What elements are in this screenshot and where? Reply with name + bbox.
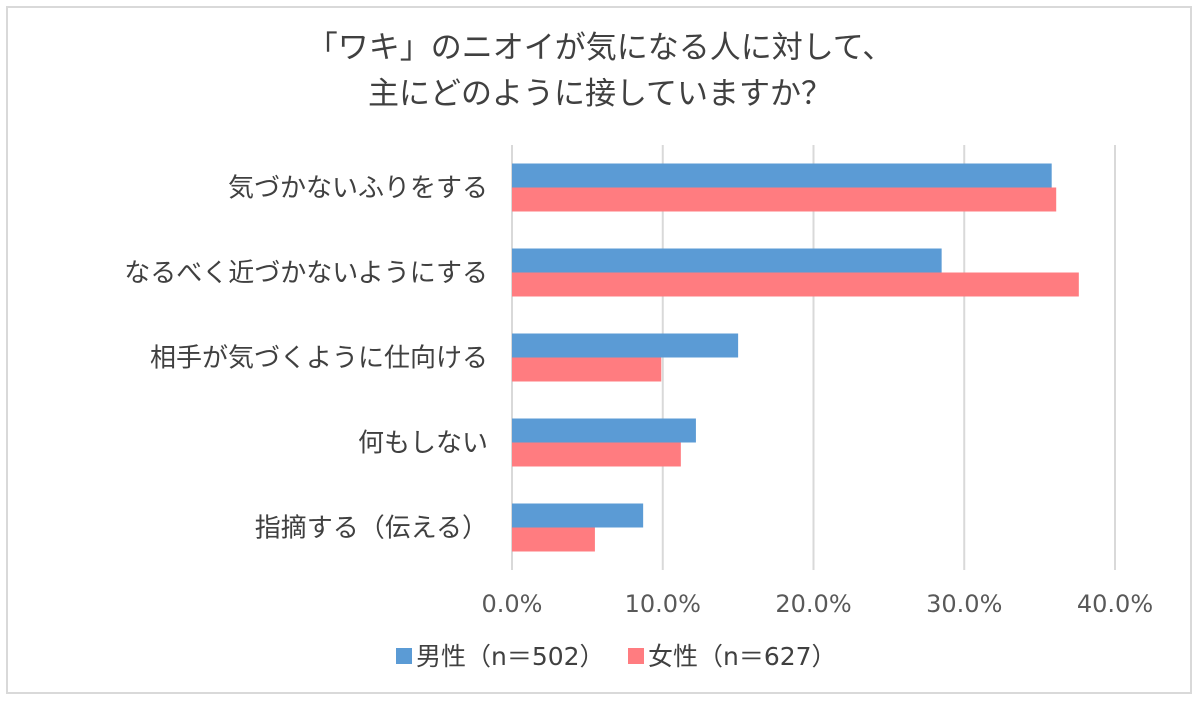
bar (512, 527, 595, 552)
legend-swatch (628, 648, 644, 664)
bar (512, 442, 681, 467)
bar (512, 187, 1057, 212)
chart-title-line-2: 主にどのように接していますか？ (368, 76, 832, 112)
category-label: なるべく近づかないようにする (124, 259, 488, 289)
chart-title-line-1: 「ワキ」のニオイが気になる人に対して、 (307, 30, 894, 66)
bars (512, 163, 1079, 552)
x-tick-label: 20.0% (775, 590, 851, 618)
category-label: 指摘する（伝える） (255, 514, 488, 544)
bar (512, 357, 662, 382)
bar (512, 248, 942, 273)
bar (512, 418, 696, 443)
bar (512, 503, 644, 528)
bar (512, 163, 1052, 188)
category-label: 気づかないふりをする (228, 174, 488, 204)
x-tick-label: 40.0% (1077, 590, 1153, 618)
x-tick-label: 10.0% (625, 590, 701, 618)
legend-label: 男性（n＝502） (416, 642, 605, 671)
legend-swatch (396, 648, 412, 664)
x-tick-label: 30.0% (926, 590, 1002, 618)
x-tick-label: 0.0% (482, 590, 543, 618)
legend: 男性（n＝502） 女性（n＝627） (396, 642, 837, 671)
legend-label: 女性（n＝627） (648, 642, 837, 671)
bar (512, 272, 1079, 297)
category-label: 相手が気づくように仕向ける (150, 344, 488, 374)
category-label: 何もしない (358, 429, 488, 459)
x-tick-labels: 0.0% 10.0% 20.0% 30.0% 40.0% (482, 590, 1154, 618)
bar (512, 333, 739, 358)
category-labels: 気づかないふりをするなるべく近づかないようにする相手が気づくように仕向ける何もし… (124, 174, 488, 544)
